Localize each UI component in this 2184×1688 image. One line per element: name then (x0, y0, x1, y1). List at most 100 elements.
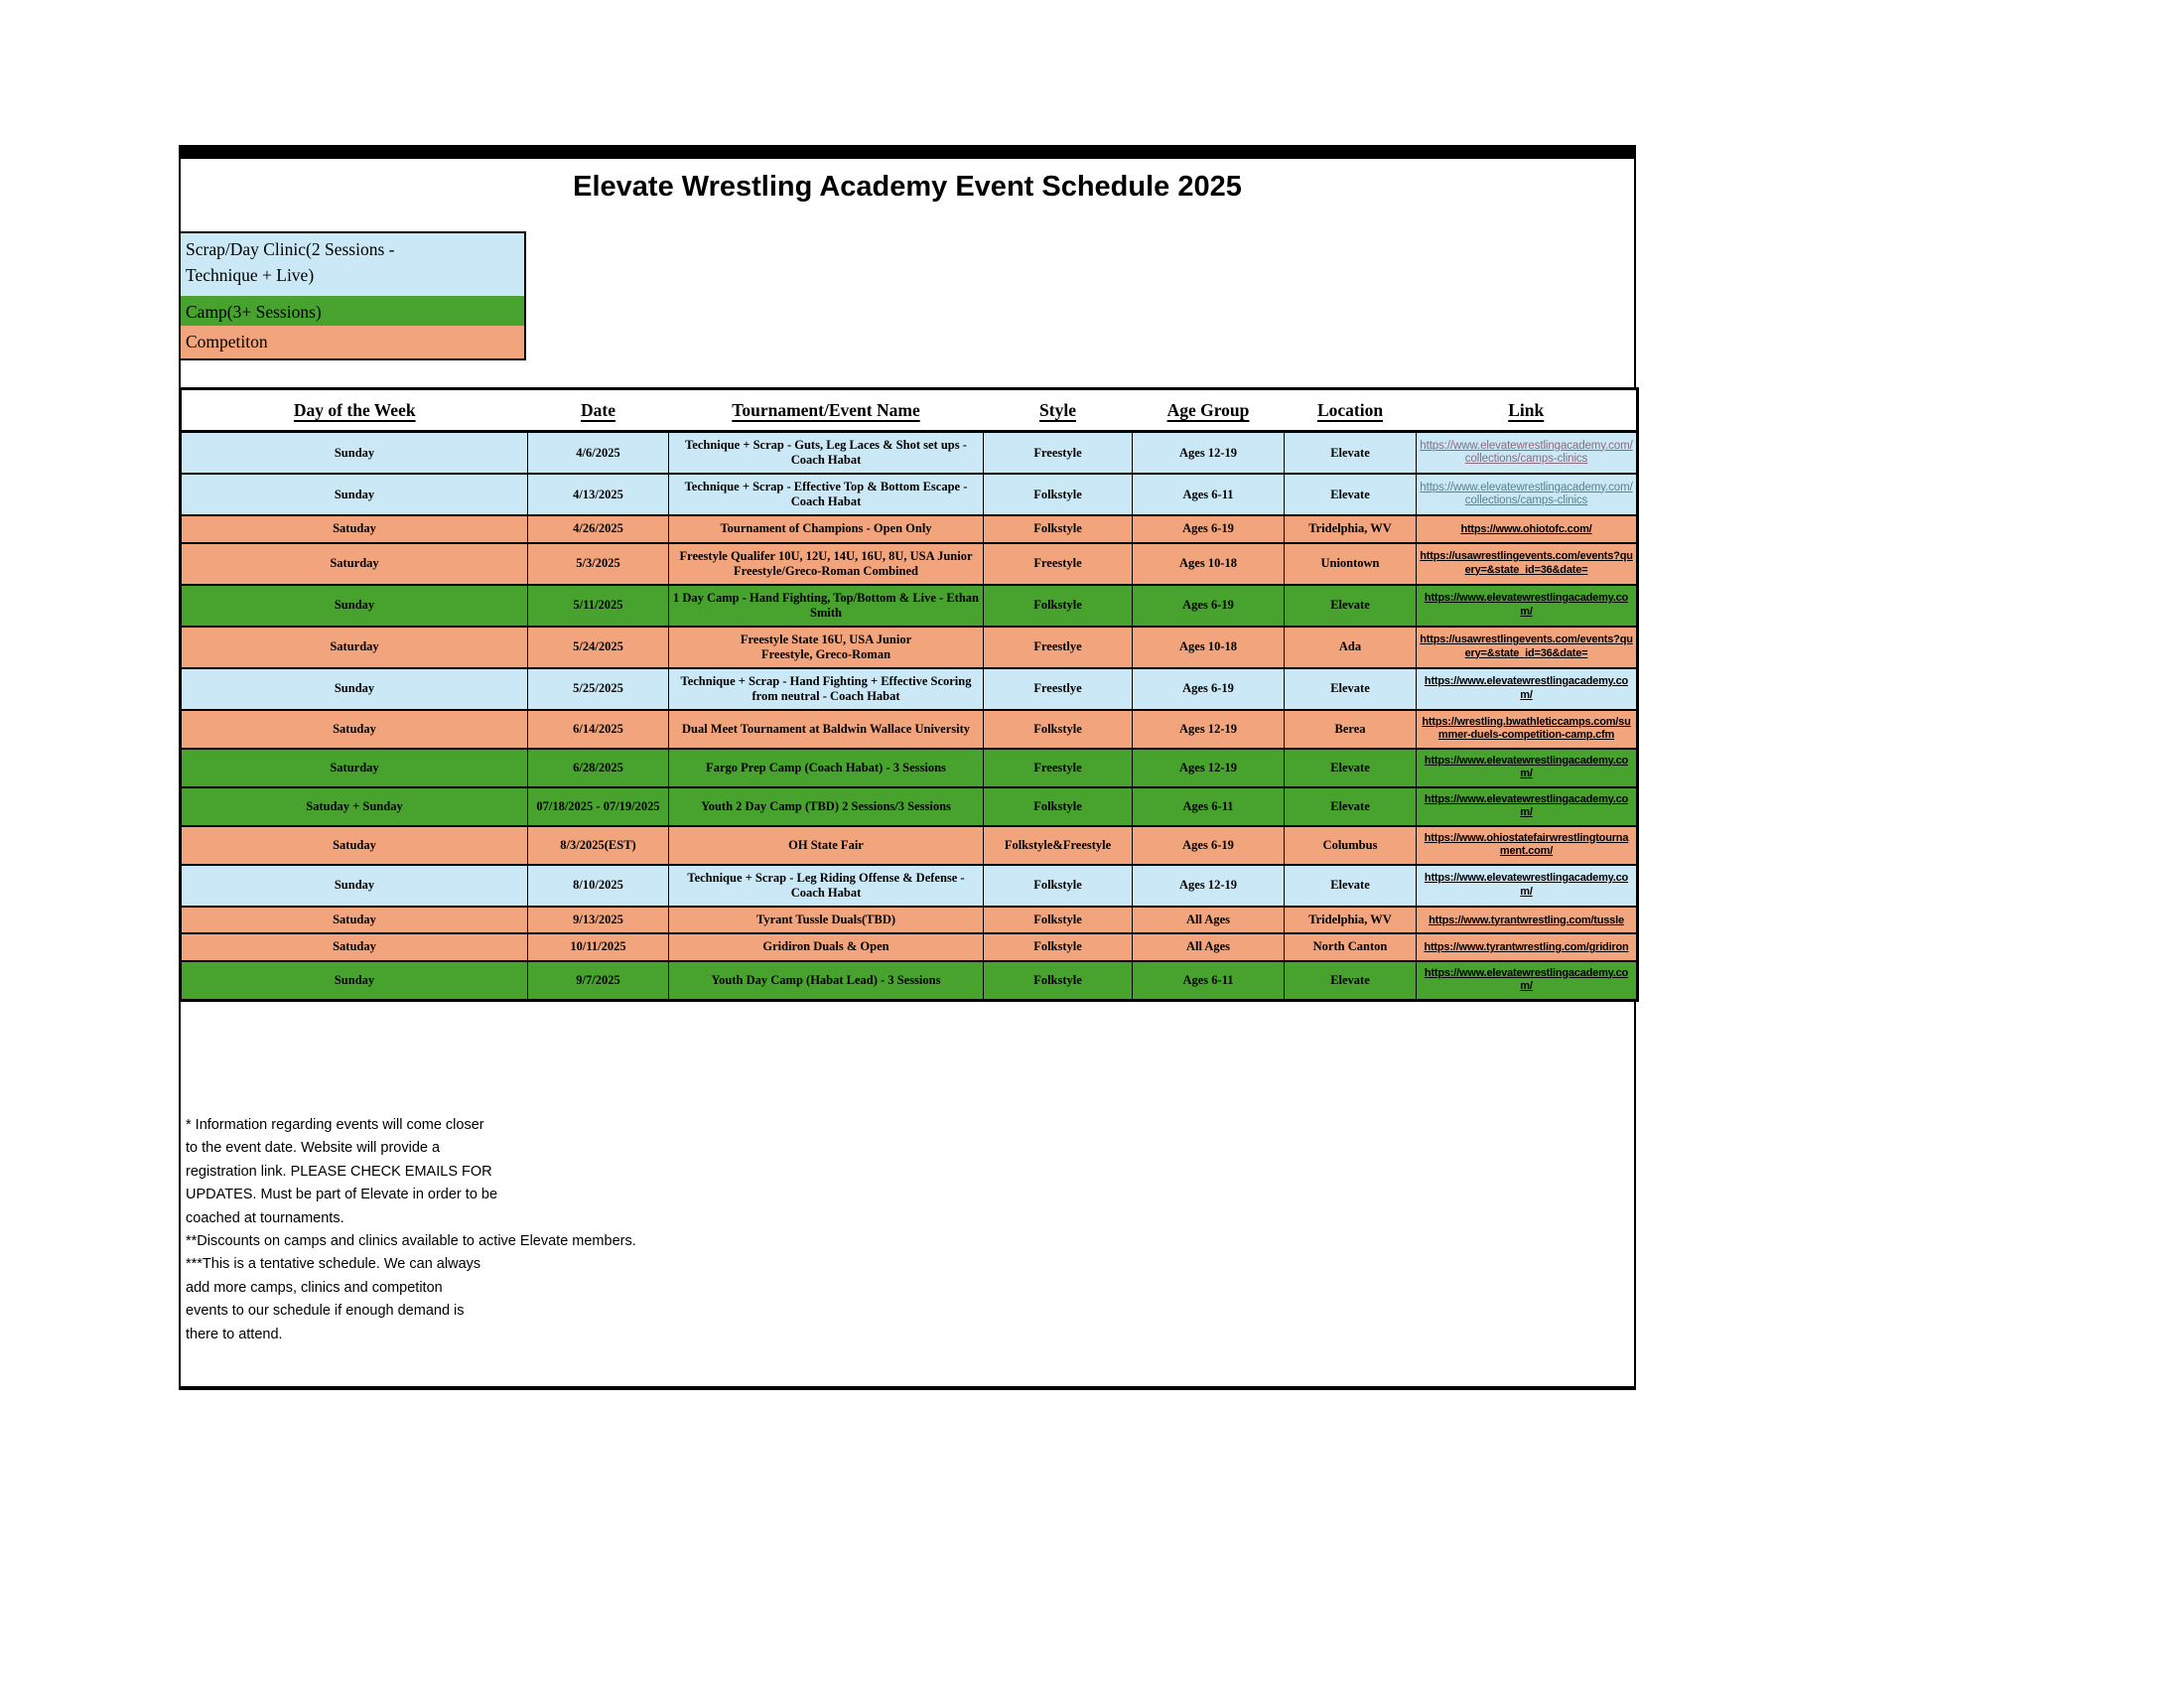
legend-item-competition: Competiton (181, 326, 524, 358)
cell-style: Folkstyle (983, 514, 1133, 544)
cell-link: https://www.ohiostatefairwrestlingtourna… (1416, 824, 1638, 866)
cell-date: 4/26/2025 (527, 514, 669, 544)
cell-day-of-week: Saturday (180, 541, 528, 586)
footnote-line: there to attend. (186, 1326, 283, 1342)
cell-event-name: Fargo Prep Camp (Coach Habat) - 3 Sessio… (668, 747, 984, 788)
cell-date: 8/10/2025 (527, 863, 669, 908)
cell-age-group: All Ages (1132, 905, 1285, 934)
table-row: Saturday 6/28/2025 Fargo Prep Camp (Coac… (180, 747, 1638, 788)
table-row: Satuday 8/3/2025(EST) OH State Fair Folk… (180, 824, 1638, 866)
cell-age-group: Ages 6-11 (1132, 785, 1285, 827)
column-header: Style (983, 388, 1133, 433)
cell-event-name: Youth Day Camp (Habat Lead) - 3 Sessions (668, 959, 984, 1001)
cell-link: https://www.elevatewrestlingacademy.com/ (1416, 747, 1638, 788)
top-divider-bar (179, 145, 1636, 159)
footnote-line: UPDATES. Must be part of Elevate in orde… (186, 1187, 498, 1203)
event-link[interactable]: https://www.elevatewrestlingacademy.com/ (1424, 872, 1629, 898)
table-row: Saturday 5/3/2025 Freestyle Qualifer 10U… (180, 541, 1638, 586)
cell-style: Folkstyle (983, 905, 1133, 934)
event-link[interactable]: https://www.tyrantwrestling.com/tussle (1429, 914, 1624, 926)
cell-location: Uniontown (1284, 541, 1417, 586)
cell-location: Elevate (1284, 473, 1417, 516)
cell-event-name: Gridiron Duals & Open (668, 932, 984, 962)
cell-style: Folkstyle (983, 708, 1133, 750)
table-body: Sunday 4/6/2025 Technique + Scrap - Guts… (180, 430, 1638, 1001)
event-link[interactable]: https://usawrestlingevents.com/events?qu… (1420, 550, 1633, 576)
cell-day-of-week: Satuday (180, 824, 528, 866)
event-link[interactable]: https://www.tyrantwrestling.com/gridiron (1424, 941, 1629, 953)
table-row: Sunday 5/25/2025 Technique + Scrap - Han… (180, 666, 1638, 711)
cell-location: Elevate (1284, 666, 1417, 711)
cell-link: https://wrestling.bwathleticcamps.com/su… (1416, 708, 1638, 750)
column-header: Day of the Week (180, 388, 528, 433)
cell-link: https://www.elevatewrestlingacademy.com/ (1416, 666, 1638, 711)
cell-age-group: Ages 10-18 (1132, 541, 1285, 586)
cell-date: 9/7/2025 (527, 959, 669, 1001)
cell-style: Freestlye (983, 625, 1133, 669)
event-link[interactable]: https://www.elevatewrestlingacademy.com/… (1420, 481, 1633, 507)
cell-link: https://www.tyrantwrestling.com/gridiron (1416, 932, 1638, 962)
cell-event-name: Freestyle State 16U, USA Junior Freestyl… (668, 625, 984, 669)
table-row: Satuday 6/14/2025 Dual Meet Tournament a… (180, 708, 1638, 750)
cell-date: 5/11/2025 (527, 583, 669, 628)
cell-age-group: Ages 10-18 (1132, 625, 1285, 669)
cell-date: 4/13/2025 (527, 473, 669, 516)
legend: Scrap/Day Clinic(2 Sessions - Technique … (179, 231, 526, 360)
footnote-line: to the event date. Website will provide … (186, 1140, 441, 1157)
cell-event-name: Dual Meet Tournament at Baldwin Wallace … (668, 708, 984, 750)
cell-link: https://www.elevatewrestlingacademy.com/… (1416, 430, 1638, 475)
event-link[interactable]: https://www.ohiotofc.com/ (1460, 523, 1592, 535)
cell-event-name: Technique + Scrap - Leg Riding Offense &… (668, 863, 984, 908)
cell-date: 6/28/2025 (527, 747, 669, 788)
table-header: Day of the Week Date Tournament/Event Name… (180, 388, 1638, 433)
legend-item-camp: Camp(3+ Sessions) (181, 296, 524, 326)
event-link[interactable]: https://www.elevatewrestlingacademy.com/ (1424, 792, 1629, 819)
cell-location: Berea (1284, 708, 1417, 750)
footnote-line: ***This is a tentative schedule. We can … (186, 1256, 481, 1273)
cell-age-group: Ages 6-11 (1132, 959, 1285, 1001)
cell-age-group: Ages 6-19 (1132, 666, 1285, 711)
cell-event-name: Tournament of Champions - Open Only (668, 514, 984, 544)
cell-age-group: Ages 6-11 (1132, 473, 1285, 516)
cell-location: North Canton (1284, 932, 1417, 962)
footnote-line: **Discounts on camps and clinics availab… (186, 1233, 636, 1250)
event-link[interactable]: https://www.elevatewrestlingacademy.com/… (1420, 439, 1633, 466)
cell-day-of-week: Satuday (180, 514, 528, 544)
table-row: Sunday 4/13/2025 Technique + Scrap - Eff… (180, 473, 1638, 516)
page-title: Elevate Wrestling Academy Event Schedule… (573, 171, 1242, 203)
cell-style: Freestyle (983, 541, 1133, 586)
event-link[interactable]: https://www.ohiostatefairwrestlingtourna… (1424, 831, 1629, 858)
event-link[interactable]: https://www.elevatewrestlingacademy.com/ (1424, 592, 1629, 618)
cell-event-name: Freestyle Qualifer 10U, 12U, 14U, 16U, 8… (668, 541, 984, 586)
schedule-table: Day of the Week Date Tournament/Event Name… (179, 387, 1639, 1002)
footnote-line: events to our schedule if enough demand … (186, 1303, 465, 1320)
table-row: Satuday 9/13/2025 Tyrant Tussle Duals(TB… (180, 905, 1638, 934)
cell-style: Folkstyle (983, 583, 1133, 628)
cell-date: 9/13/2025 (527, 905, 669, 934)
cell-age-group: Ages 12-19 (1132, 863, 1285, 908)
event-link[interactable]: https://www.elevatewrestlingacademy.com/ (1424, 675, 1629, 701)
header-row: Day of the Week Date Tournament/Event Name… (180, 388, 1638, 433)
cell-style: Freestyle (983, 430, 1133, 475)
cell-location: Elevate (1284, 583, 1417, 628)
column-header: Age Group (1132, 388, 1285, 433)
event-link[interactable]: https://usawrestlingevents.com/events?qu… (1420, 633, 1633, 659)
cell-day-of-week: Sunday (180, 666, 528, 711)
cell-age-group: Ages 12-19 (1132, 430, 1285, 475)
cell-day-of-week: Sunday (180, 430, 528, 475)
cell-age-group: Ages 12-19 (1132, 708, 1285, 750)
event-link[interactable]: https://www.elevatewrestlingacademy.com/ (1424, 966, 1629, 993)
cell-link: https://www.elevatewrestlingacademy.com/… (1416, 473, 1638, 516)
cell-location: Elevate (1284, 959, 1417, 1001)
cell-age-group: Ages 6-19 (1132, 824, 1285, 866)
cell-event-name: Tyrant Tussle Duals(TBD) (668, 905, 984, 934)
column-header: Location (1284, 388, 1417, 433)
cell-day-of-week: Satuday (180, 932, 528, 962)
cell-day-of-week: Sunday (180, 863, 528, 908)
cell-location: Elevate (1284, 785, 1417, 827)
cell-style: Freestyle (983, 747, 1133, 788)
legend-item-clinic: Scrap/Day Clinic(2 Sessions - Technique … (181, 233, 524, 296)
event-link[interactable]: https://www.elevatewrestlingacademy.com/ (1424, 754, 1629, 780)
event-link[interactable]: https://wrestling.bwathleticcamps.com/su… (1422, 715, 1631, 742)
cell-event-name: OH State Fair (668, 824, 984, 866)
